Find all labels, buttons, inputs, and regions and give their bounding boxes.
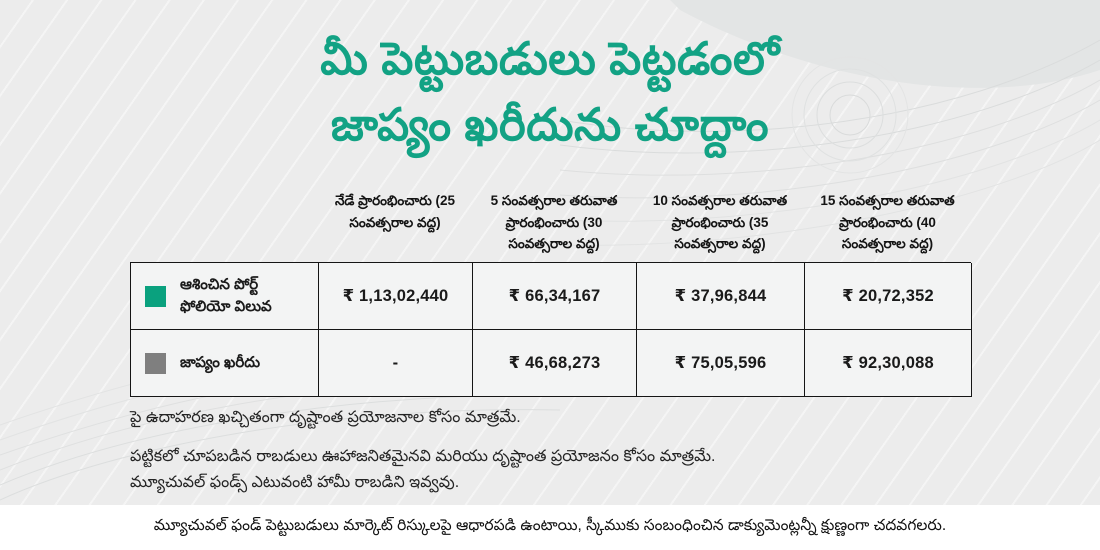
amount-value: ₹ 46,68,273 (508, 354, 601, 372)
amount-value: - (392, 353, 399, 372)
expected-value-start-today-cell: ₹ 1,13,02,440 (319, 263, 473, 330)
page-title-line1: మీ పెట్టుబడులు పెట్టడంలో (320, 33, 780, 84)
decorative-swoosh-top-right-icon (560, 0, 1100, 260)
row-expected-portfolio-value-label-cell: ఆశించిన పోర్ట్ ఫోలియో విలువ (131, 263, 319, 330)
cost-of-delay-table-area: నేడే ప్రారంభించారు (25 సంవత్సరాల వద్ద) 5… (130, 188, 972, 397)
amount-value: ₹ 1,13,02,440 (342, 287, 449, 305)
amount-value: ₹ 92,30,088 (842, 354, 934, 372)
column-header-start-after-10-years: 10 సంవత్సరాల తరువాత ప్రారంభించారు (35 సం… (652, 193, 788, 252)
teal-square-swatch-icon (145, 285, 166, 307)
decorative-circles-icon (790, 55, 910, 175)
row-label: ఆశించిన పోర్ట్ ఫోలియో విలువ (180, 276, 272, 315)
row-cost-of-delay-label-cell: జాప్యం ఖరీదు (131, 330, 319, 397)
cost-of-delay-table: ఆశించిన పోర్ట్ ఫోలియో విలువ ₹ 1,13,02,44… (130, 262, 972, 397)
expected-value-after-10-years-cell: ₹ 37,96,844 (637, 263, 805, 330)
column-header-spacer (130, 188, 318, 190)
page-title: మీ పెట్టుబడులు పెట్టడంలో జాప్యం ఖరీదును … (0, 26, 1100, 158)
gray-square-swatch-icon (145, 352, 166, 374)
column-header-start-after-5-years: 5 సంవత్సరాల తరువాత ప్రారంభించారు (30 సంవ… (490, 193, 618, 252)
expected-value-after-5-years-cell: ₹ 66,34,167 (473, 263, 637, 330)
delay-cost-after-15-years-cell: ₹ 92,30,088 (805, 330, 972, 397)
column-header-start-after-15-years: 15 సంవత్సరాల తరువాత ప్రారంభించారు (40 సం… (820, 193, 955, 252)
row-label: జాప్యం ఖరీదు (180, 354, 261, 372)
footnote-hypothetical-returns: పట్టికలో చూపబడిన రాబడులు ఊహాజనితమైనవి మర… (130, 448, 716, 465)
page-title-line2: జాప్యం ఖరీదును చూద్దాం (330, 99, 770, 150)
expected-value-after-15-years-cell: ₹ 20,72,352 (805, 263, 972, 330)
column-header-start-today: నేడే ప్రారంభించారు (25 సంవత్సరాల వద్ద) (334, 193, 456, 230)
amount-value: ₹ 20,72,352 (842, 287, 934, 305)
footnote-illustrative-example: పై ఉదాహరణ ఖచ్చితంగా దృష్టాంత ప్రయోజనాల క… (130, 409, 521, 426)
disclaimer-bar: మ్యూచువల్ ఫండ్ పెట్టుబడులు మార్కెట్ రిస్… (0, 505, 1100, 550)
footnote-no-guaranteed-returns: మ్యూచువల్ ఫండ్స్ ఎటువంటి హామీ రాబడిని ఇవ… (130, 474, 460, 491)
amount-value: ₹ 37,96,844 (674, 287, 767, 305)
amount-value: ₹ 75,05,596 (674, 354, 767, 372)
delay-cost-after-5-years-cell: ₹ 46,68,273 (473, 330, 637, 397)
delay-cost-start-today-cell: - (319, 330, 473, 397)
table-column-headers: నేడే ప్రారంభించారు (25 సంవత్సరాల వద్ద) 5… (130, 188, 971, 258)
delay-cost-after-10-years-cell: ₹ 75,05,596 (637, 330, 805, 397)
amount-value: ₹ 66,34,167 (508, 287, 601, 305)
disclaimer-text: మ్యూచువల్ ఫండ్ పెట్టుబడులు మార్కెట్ రిస్… (153, 517, 947, 534)
